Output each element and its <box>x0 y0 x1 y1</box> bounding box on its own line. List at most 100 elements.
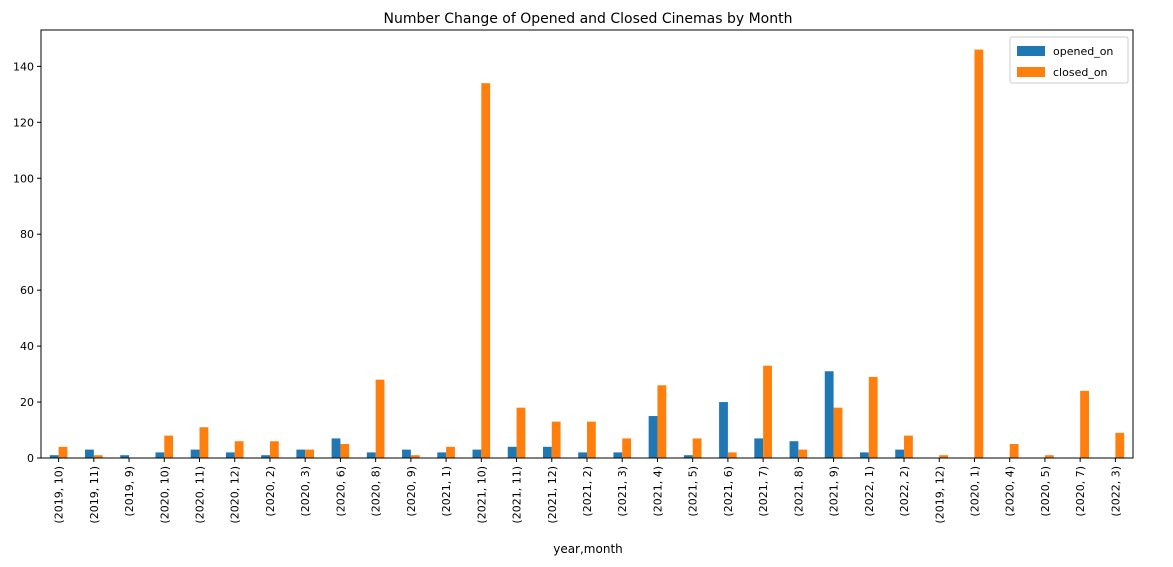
bar-closed_on-23 <box>868 376 878 458</box>
bar-opened_on-5 <box>225 452 235 458</box>
bar-closed_on-9 <box>375 379 385 458</box>
bar-closed_on-4 <box>199 427 209 458</box>
bar-opened_on-17 <box>648 416 658 458</box>
y-tick-label: 100 <box>13 172 34 185</box>
bar-closed_on-28 <box>1044 455 1054 458</box>
bar-closed_on-8 <box>340 444 350 458</box>
bar-closed_on-10 <box>410 455 420 458</box>
bar-opened_on-14 <box>542 446 552 458</box>
y-tick-label: 40 <box>20 340 34 353</box>
axes-group: 0 20 40 60 80 100 120 140 (2019, 10) (2019, 11) (2… <box>13 29 1134 524</box>
bar-opened_on-15 <box>578 452 587 458</box>
x-tick-label: (2019, 12) <box>933 466 946 524</box>
x-tick-label: (2020, 10) <box>158 466 171 524</box>
bar-closed_on-19 <box>727 452 737 458</box>
bar-closed_on-18 <box>692 438 702 458</box>
bar-closed_on-5 <box>234 441 244 458</box>
bar-closed_on-16 <box>622 438 632 458</box>
x-tick-label: (2021, 3) <box>616 466 629 517</box>
bar-closed_on-27 <box>1009 444 1019 458</box>
chart-title: Number Change of Opened and Closed Cinem… <box>384 11 793 27</box>
bar-closed_on-1 <box>93 455 103 458</box>
legend-swatch-opened_on <box>1017 46 1045 56</box>
legend-swatch-closed_on <box>1017 67 1045 77</box>
bar-closed_on-15 <box>587 421 596 458</box>
x-tick-label: (2021, 2) <box>581 466 594 517</box>
x-tick-label: (2020, 6) <box>334 466 347 517</box>
bar-opened_on-8 <box>331 438 341 458</box>
bar-opened_on-7 <box>296 449 306 458</box>
x-tick-label: (2019, 10) <box>53 466 66 524</box>
x-tick-label: (2020, 5) <box>1039 466 1052 517</box>
bar-opened_on-1 <box>85 449 94 458</box>
x-tick-label: (2020, 11) <box>194 466 207 524</box>
y-tick-label: 20 <box>20 396 34 409</box>
bar-opened_on-22 <box>824 371 834 458</box>
bar-closed_on-26 <box>974 49 984 458</box>
y-tick-label: 0 <box>27 452 34 465</box>
bar-closed_on-14 <box>551 421 561 458</box>
x-tick-label: (2019, 11) <box>88 466 101 524</box>
bar-closed_on-13 <box>516 407 526 458</box>
plot-frame <box>40 29 1134 459</box>
bar-closed_on-12 <box>481 83 491 459</box>
bar-opened_on-13 <box>507 446 517 458</box>
x-tick-label: (2020, 3) <box>299 466 312 517</box>
x-tick-label: (2021, 7) <box>757 466 770 517</box>
x-tick-label: (2021, 10) <box>475 466 488 524</box>
bar-opened_on-19 <box>719 402 728 458</box>
x-tick-label: (2021, 1) <box>440 466 453 517</box>
bar-opened_on-12 <box>472 449 482 458</box>
bar-opened_on-2 <box>120 455 130 458</box>
x-axis-label: year,month <box>553 542 623 556</box>
bars-group <box>49 49 1125 459</box>
bar-closed_on-30 <box>1115 432 1125 458</box>
x-tick-label: (2020, 1) <box>968 466 981 517</box>
legend: opened_on closed_on <box>1009 36 1129 84</box>
x-tick-label: (2021, 6) <box>722 466 735 517</box>
bar-opened_on-3 <box>155 452 165 458</box>
bar-closed_on-25 <box>939 455 949 458</box>
legend-label-opened_on: opened_on <box>1053 45 1113 58</box>
bar-opened_on-4 <box>190 449 200 458</box>
x-tick-label: (2021, 12) <box>546 466 559 524</box>
bar-closed_on-0 <box>58 446 68 458</box>
bar-closed_on-11 <box>446 446 455 458</box>
x-tick-label: (2021, 11) <box>511 466 524 524</box>
x-tick-label: (2020, 7) <box>1074 466 1087 517</box>
bar-opened_on-11 <box>437 452 447 458</box>
bar-closed_on-21 <box>798 449 808 458</box>
bar-closed_on-20 <box>763 365 772 458</box>
x-tick-label: (2022, 1) <box>863 466 876 517</box>
y-tick-label: 140 <box>13 60 34 73</box>
y-tick-label: 120 <box>13 116 34 129</box>
x-tick-label: (2020, 4) <box>1004 466 1017 517</box>
x-tick-label: (2021, 4) <box>651 466 664 517</box>
x-tick-label: (2020, 8) <box>370 466 383 517</box>
x-tick-label: (2022, 2) <box>898 466 911 517</box>
legend-label-closed_on: closed_on <box>1053 66 1108 79</box>
bar-opened_on-16 <box>613 452 623 458</box>
bar-opened_on-10 <box>402 449 411 458</box>
bar-closed_on-22 <box>833 407 843 458</box>
bar-opened_on-9 <box>366 452 376 458</box>
x-tick-label: (2020, 2) <box>264 466 277 517</box>
bar-opened_on-6 <box>261 455 270 458</box>
bar-closed_on-3 <box>164 435 174 458</box>
bar-closed_on-6 <box>269 441 279 458</box>
bar-opened_on-18 <box>683 455 693 458</box>
bar-closed_on-17 <box>657 385 667 458</box>
x-tick-label: (2019, 9) <box>123 466 136 517</box>
y-tick-label: 80 <box>20 228 34 241</box>
x-tick-label: (2022, 3) <box>1109 466 1122 517</box>
bar-opened_on-21 <box>789 441 799 458</box>
bar-closed_on-7 <box>305 449 314 458</box>
bar-opened_on-23 <box>860 452 869 458</box>
y-tick-label: 60 <box>20 284 34 297</box>
bar-opened_on-24 <box>895 449 905 458</box>
x-tick-label: (2020, 9) <box>405 466 418 517</box>
bar-opened_on-0 <box>49 455 59 458</box>
x-tick-label: (2021, 9) <box>828 466 841 517</box>
